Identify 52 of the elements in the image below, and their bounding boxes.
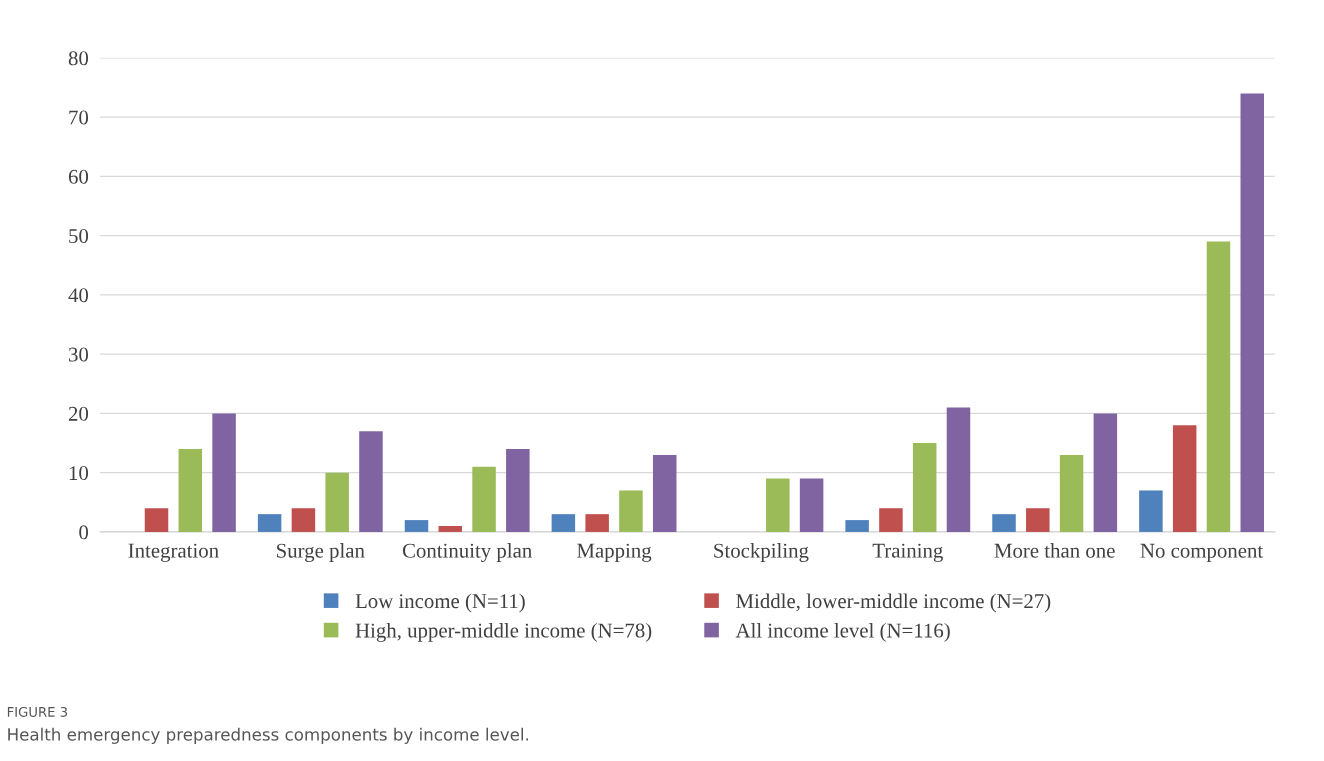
bar <box>551 514 576 532</box>
legend-label: Middle, lower-middle income (N=27) <box>736 593 1051 613</box>
bar <box>144 508 169 532</box>
y-tick-label: 10 <box>69 466 89 481</box>
bar <box>1059 454 1084 532</box>
bar <box>1026 508 1050 532</box>
caption: FIGURE 3 <box>7 706 68 717</box>
bar <box>912 443 937 532</box>
bar <box>438 526 463 532</box>
x-tick-label: Continuity plan <box>402 543 532 562</box>
y-tick-label: 20 <box>68 406 89 421</box>
x-tick-label: Training <box>872 543 943 562</box>
bar <box>291 508 316 532</box>
bar <box>325 472 349 532</box>
bar <box>766 478 790 532</box>
bar <box>257 514 282 532</box>
y-tick-label: 0 <box>79 525 89 540</box>
bar <box>946 407 971 532</box>
bar <box>472 466 496 532</box>
bar <box>585 514 609 532</box>
y-tick-label: 40 <box>68 288 89 303</box>
bar <box>1240 93 1264 532</box>
bar <box>1172 425 1197 532</box>
legend-label: All income level (N=116) <box>735 622 950 642</box>
x-tick-label: Stockpiling <box>714 543 809 562</box>
bar <box>992 514 1016 532</box>
x-tick-label: More than one <box>994 543 1115 558</box>
x-tick-label: No component <box>1140 543 1264 562</box>
bar <box>1093 413 1118 532</box>
bar <box>212 413 236 532</box>
y-tick-label: 60 <box>68 169 89 184</box>
x-tick-label: Integration <box>128 543 219 562</box>
legend-label: Low income (N=11) <box>355 593 525 613</box>
bar <box>845 520 869 532</box>
bar <box>879 508 903 532</box>
bar <box>404 520 429 532</box>
y-tick-label: 50 <box>69 229 89 244</box>
bar <box>178 448 203 532</box>
y-tick-label: 80 <box>68 51 89 66</box>
legend-label: High, upper-middle income (N=78) <box>355 622 652 642</box>
bar <box>506 448 530 532</box>
x-tick-label: Surge plan <box>277 543 365 562</box>
bar <box>1206 241 1231 532</box>
bar <box>619 490 643 532</box>
bar <box>652 454 677 532</box>
bar <box>359 431 383 532</box>
y-tick-label: 30 <box>69 347 89 362</box>
text: Health emergency preparedness components by income level. <box>8 727 529 744</box>
y-tick-label: 70 <box>69 110 89 125</box>
bar <box>799 478 824 532</box>
bar <box>1139 490 1163 532</box>
x-tick-label: Mapping <box>577 543 652 562</box>
